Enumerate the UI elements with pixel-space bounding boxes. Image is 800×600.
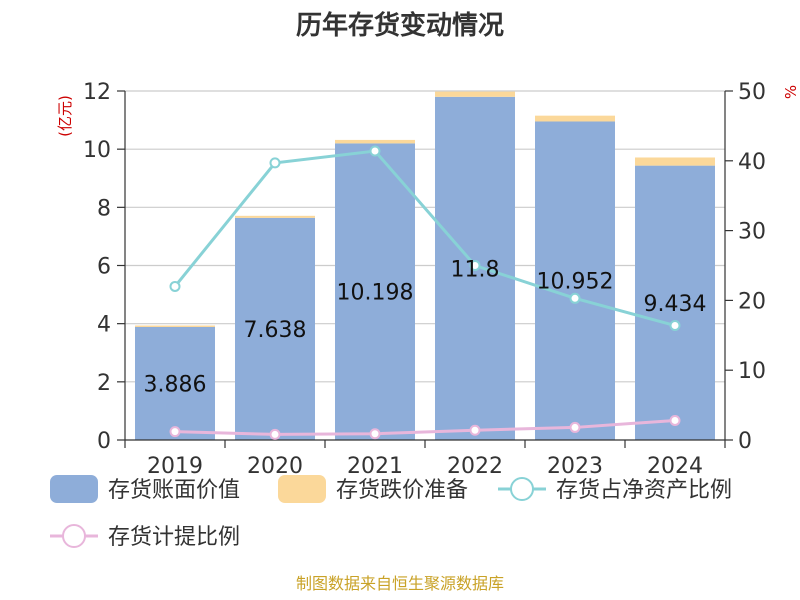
- axes: 0 2 4 6 8 10 12 0 10 20 30 40 50 2019 2020 2021 2022 2023…: [83, 80, 766, 479]
- bar-label-2021: 10.198: [337, 281, 414, 306]
- right-tick-label-10: 10: [738, 359, 766, 384]
- x-tick-label-2022: 2022: [447, 454, 503, 479]
- bar-label-2024: 9.434: [644, 292, 707, 317]
- right-tick-label-0: 0: [738, 429, 752, 454]
- line-provision-ratio: [174, 418, 676, 436]
- bar-book-value-2024: [635, 165, 715, 440]
- left-axis-unit: (亿元): [56, 95, 74, 137]
- left-tick-label-2: 2: [97, 371, 111, 396]
- left-tick-label-0: 0: [97, 429, 111, 454]
- bar-label-2022: 11.8: [451, 257, 500, 282]
- point-inventory-ratio-2024: [669, 320, 681, 332]
- point-provision-ratio-2021: [369, 428, 381, 440]
- bar-impairment-2023: [535, 115, 615, 122]
- x-tick-label-2019: 2019: [147, 454, 203, 479]
- point-inventory-ratio-2019: [169, 280, 181, 292]
- x-tick-label-2020: 2020: [247, 454, 303, 479]
- legend-label-provision-ratio: 存货计提比例: [108, 525, 240, 550]
- lines: [169, 145, 681, 440]
- bar-impairment-2021: [335, 139, 415, 144]
- bar-book-value-2019: [135, 326, 215, 440]
- legend-marker-inventory-ratio: [510, 477, 534, 501]
- point-provision-ratio-2024: [669, 414, 681, 426]
- point-provision-ratio-2019: [169, 426, 181, 438]
- point-inventory-ratio-2023: [569, 292, 581, 304]
- left-tick-label-12: 12: [83, 80, 111, 105]
- right-tick-label-40: 40: [738, 150, 766, 175]
- point-provision-ratio-2022: [469, 424, 481, 436]
- legend-label-inventory-ratio: 存货占净资产比例: [556, 478, 732, 503]
- bar-value-labels: 3.886 7.638 10.198 11.8 10.952 9.434: [144, 257, 707, 397]
- bar-impairment-2020: [235, 215, 315, 218]
- bar-book-value-2020: [235, 217, 315, 440]
- bar-book-value-2021: [335, 143, 415, 440]
- x-tick-label-2023: 2023: [547, 454, 603, 479]
- bar-impairment-2019: [135, 325, 215, 327]
- right-tick-label-50: 50: [738, 80, 766, 105]
- bar-label-2020: 7.638: [244, 318, 307, 343]
- bar-impairment-2022: [435, 91, 515, 97]
- x-tick-label-2024: 2024: [647, 454, 703, 479]
- bar-book-value-2023: [535, 121, 615, 440]
- point-provision-ratio-2023: [569, 421, 581, 433]
- right-tick-label-20: 20: [738, 289, 766, 314]
- left-tick-label-10: 10: [83, 138, 111, 163]
- chart-title: 历年存货变动情况: [296, 10, 504, 41]
- line-inventory-ratio: [173, 149, 676, 327]
- x-tick-label-2021: 2021: [347, 454, 403, 479]
- source-note: 制图数据来自恒生聚源数据库: [296, 574, 504, 593]
- legend-marker-provision-ratio: [62, 524, 86, 548]
- right-axis-unit: %: [782, 85, 800, 99]
- point-inventory-ratio-2021: [369, 145, 381, 157]
- left-tick-label-8: 8: [97, 196, 111, 221]
- bar-label-2019: 3.886: [144, 372, 207, 397]
- point-provision-ratio-2020: [269, 428, 281, 440]
- legend-swatch-impairment: [278, 475, 326, 503]
- left-tick-label-6: 6: [97, 255, 111, 280]
- legend-label-book-value: 存货账面价值: [108, 478, 240, 503]
- gridlines: [125, 90, 725, 383]
- legend-swatch-book-value: [50, 475, 98, 503]
- bar-impairment-2024: [635, 157, 715, 166]
- bar-label-2023: 10.952: [537, 270, 614, 295]
- legend-label-impairment: 存货跌价准备: [336, 478, 468, 503]
- right-tick-label-30: 30: [738, 220, 766, 245]
- point-inventory-ratio-2020: [269, 157, 281, 169]
- point-inventory-ratio-2022: [469, 260, 481, 271]
- left-tick-label-4: 4: [97, 313, 111, 338]
